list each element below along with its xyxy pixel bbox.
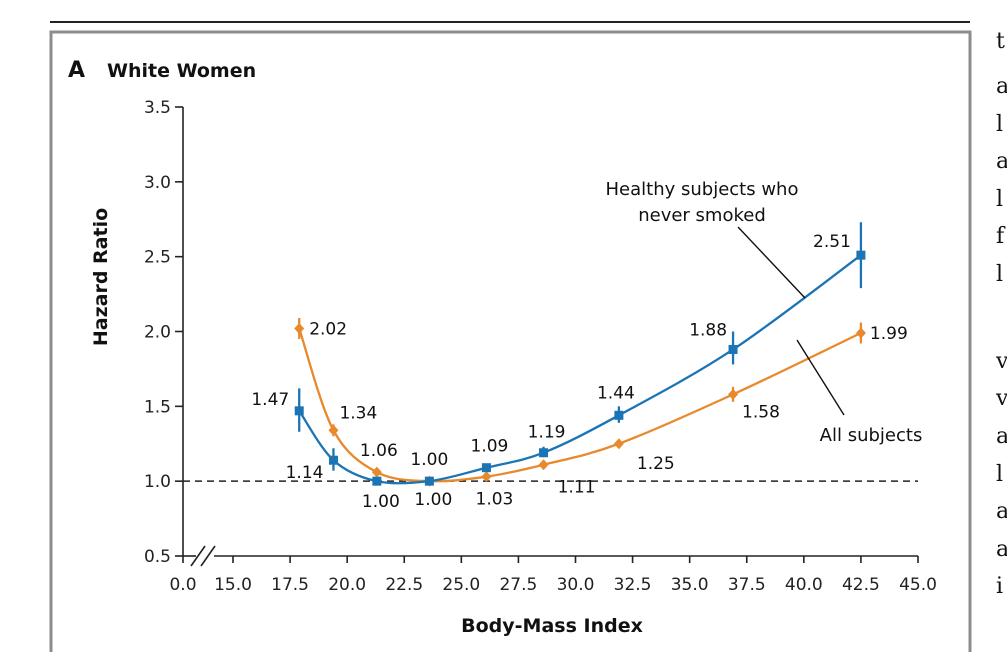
data-point [481, 463, 491, 473]
side-text-char: i [996, 574, 1003, 599]
y-tick-label: 0.5 [144, 547, 171, 567]
data-label: 1.00 [414, 490, 452, 510]
data-point [538, 459, 549, 471]
x-tick-label: 35.0 [671, 575, 709, 595]
data-label: 1.14 [286, 463, 324, 483]
annotation-leader [737, 226, 806, 299]
axes: 0.5 1.0 1.5 2.0 2.5 3.0 3.5 0.0 15.0 17.5 20.0 22.5… [144, 98, 937, 595]
series-annotation: never smoked [638, 205, 766, 226]
data-point [328, 424, 339, 436]
data-point [613, 438, 624, 450]
data-label: 2.02 [309, 320, 347, 340]
x-tick-label: 32.5 [614, 575, 652, 595]
data-point [539, 448, 549, 458]
x-axis-title: Body-Mass Index [461, 615, 643, 637]
side-text-char: v [995, 349, 1007, 374]
panel-frame [49, 30, 972, 652]
data-point [371, 466, 382, 478]
data-point [372, 476, 382, 486]
data-point [481, 471, 492, 483]
side-text-char: f [996, 224, 1006, 249]
data-label: 1.00 [410, 450, 448, 470]
side-text-char: v [995, 386, 1007, 411]
y-tick-label: 2.0 [144, 323, 171, 343]
x-tick-label: 30.0 [557, 575, 595, 595]
x-tick-label: 27.5 [499, 575, 537, 595]
series-layer [294, 222, 866, 487]
x-tick-label: 42.5 [842, 575, 880, 595]
data-label: 1.03 [476, 490, 514, 510]
side-text-char: l [996, 462, 1003, 487]
side-text-char: a [996, 537, 1007, 562]
x-tick-label: 17.5 [271, 575, 309, 595]
data-label: 1.44 [597, 383, 635, 403]
x-tick-label: 20.0 [328, 575, 366, 595]
x-tick-label: 25.0 [442, 575, 480, 595]
data-point [614, 410, 624, 420]
series-annotation: Healthy subjects who [606, 179, 799, 200]
data-label: 1.47 [251, 390, 289, 410]
data-label: 1.25 [637, 454, 675, 474]
data-label: 1.11 [558, 478, 596, 498]
data-label: 1.34 [339, 403, 377, 423]
data-label: 1.88 [689, 320, 727, 340]
y-axis-title: Hazard Ratio [90, 208, 112, 346]
y-tick-label: 3.0 [144, 173, 171, 193]
data-point [855, 327, 866, 339]
side-text-char: l [996, 112, 1003, 137]
side-text-char: a [996, 499, 1007, 524]
labels-layer: 2.02 1.34 1.06 1.00 1.03 1.11 1.25 1.58 1.99 1.47… [251, 179, 922, 512]
y-tick-label: 1.0 [144, 472, 171, 492]
side-text-char: l [996, 187, 1003, 212]
series-annotation: All subjects [820, 425, 923, 446]
x-tick-label: 22.5 [385, 575, 423, 595]
data-point [294, 323, 305, 335]
x-tick-label: 37.5 [728, 575, 766, 595]
x-tick-label: 45.0 [899, 575, 937, 595]
x-tick-label: 15.0 [214, 575, 252, 595]
data-point [728, 344, 738, 354]
side-text-char: l [996, 262, 1003, 287]
axis-break-mark [200, 545, 216, 567]
side-text-char: t [996, 29, 1005, 54]
x-tick-label: 0.0 [169, 575, 196, 595]
data-label: 1.58 [742, 402, 780, 422]
data-point [294, 406, 304, 416]
data-label: 2.51 [813, 232, 851, 252]
x-tick-label: 40.0 [785, 575, 823, 595]
chart-title: White Women [107, 60, 256, 82]
y-tick-label: 3.5 [144, 98, 171, 118]
panel-letter: A [68, 58, 85, 83]
side-text-char: a [996, 149, 1007, 174]
data-point [424, 476, 434, 486]
y-tick-label: 2.5 [144, 248, 171, 268]
side-text-char: a [996, 424, 1007, 449]
annotation-leader [796, 339, 845, 416]
y-tick-label: 1.5 [144, 397, 171, 417]
data-label: 1.09 [471, 437, 509, 457]
data-point [728, 388, 739, 400]
data-label: 1.06 [360, 441, 398, 461]
data-point [328, 455, 338, 465]
side-text-char: a [996, 74, 1007, 99]
data-point [856, 250, 866, 260]
data-label: 1.00 [362, 492, 400, 512]
data-label: 1.19 [528, 423, 566, 443]
axis-break-mark [190, 545, 206, 567]
data-label: 1.99 [870, 324, 908, 344]
